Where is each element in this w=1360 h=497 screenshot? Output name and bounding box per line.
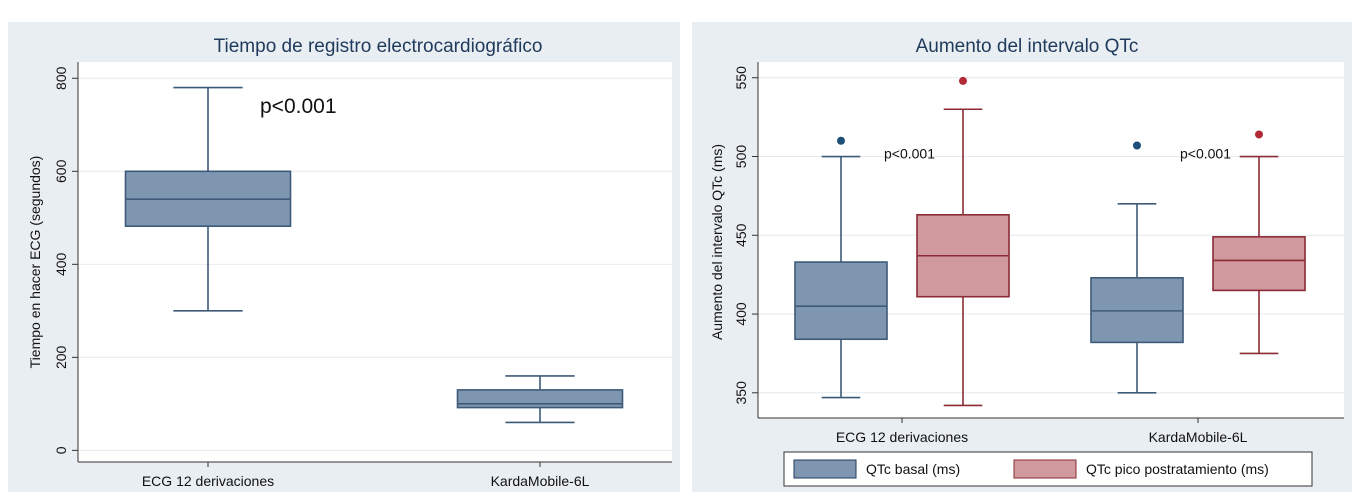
legend-swatch-pico <box>1013 459 1077 479</box>
left-x-tick-labels: ECG 12 derivaciones KardaMobile-6L <box>142 462 590 489</box>
right-x-tick-label: KardaMobile-6L <box>1149 429 1248 445</box>
right-y-tick-label: 500 <box>733 145 749 169</box>
right-box-group <box>1090 141 1184 394</box>
right-outlier-point <box>959 76 967 85</box>
left-y-tick-label: 0 <box>53 446 69 454</box>
right-chart-title: Aumento del intervalo QTc <box>916 36 1139 57</box>
right-p-value-annotation: p<0.001 <box>1180 145 1231 161</box>
panel-right: Aumento del intervalo QTc 350 400 450 500 55… <box>692 22 1352 492</box>
right-p-value-annotation: p<0.001 <box>884 145 935 161</box>
right-outlier-point <box>837 136 845 145</box>
left-annotations: p<0.001 <box>260 95 337 118</box>
right-y-tick-label: 550 <box>733 66 749 90</box>
left-box-group <box>456 375 624 424</box>
left-y-tick-label: 200 <box>53 345 69 369</box>
left-y-tick-label: 800 <box>53 66 69 90</box>
right-box-group <box>916 76 1010 407</box>
left-x-tick-label: KardaMobile-6L <box>491 473 590 489</box>
legend-label-pico: QTc pico postratamiento (ms) <box>1086 461 1269 477</box>
right-y-tick-label: 450 <box>733 223 749 247</box>
legend-label-basal: QTc basal (ms) <box>866 461 960 477</box>
right-y-axis-label: Aumento del intervalo QTc (ms) <box>709 144 725 340</box>
left-chart-title: Tiempo de registro electrocardiográfico <box>214 36 543 57</box>
right-outlier-point <box>1133 141 1141 150</box>
right-box-group <box>794 136 888 399</box>
right-outlier-point <box>1255 130 1263 139</box>
left-y-tick-label: 600 <box>53 159 69 183</box>
right-y-ticks: 350 400 450 500 550 <box>733 66 758 405</box>
legend: QTc basal (ms) QTc pico postratamiento (… <box>783 451 1313 487</box>
left-y-ticks: 0 200 400 600 800 <box>53 66 78 454</box>
left-box-group <box>124 86 292 312</box>
right-box-group <box>1212 130 1306 355</box>
right-y-tick-label: 400 <box>733 302 749 326</box>
right-y-tick-label: 350 <box>733 381 749 405</box>
right-x-tick-label: ECG 12 derivaciones <box>836 429 968 445</box>
legend-swatch-basal <box>793 459 857 479</box>
right-box <box>1212 236 1306 292</box>
left-p-value-annotation: p<0.001 <box>260 95 337 118</box>
right-box <box>794 261 888 341</box>
right-x-tick-labels: ECG 12 derivaciones KardaMobile-6L <box>836 418 1248 445</box>
left-y-axis-label: Tiempo en hacer ECG (segundos) <box>27 156 43 369</box>
left-box <box>456 389 624 409</box>
right-annotations: p<0.001 p<0.001 <box>884 145 1231 161</box>
right-boxes <box>794 76 1306 407</box>
panel-left: Tiempo de registro electrocardiográfico … <box>8 22 680 492</box>
left-y-tick-label: 400 <box>53 252 69 276</box>
left-boxes <box>124 86 624 424</box>
left-x-tick-label: ECG 12 derivaciones <box>142 473 274 489</box>
